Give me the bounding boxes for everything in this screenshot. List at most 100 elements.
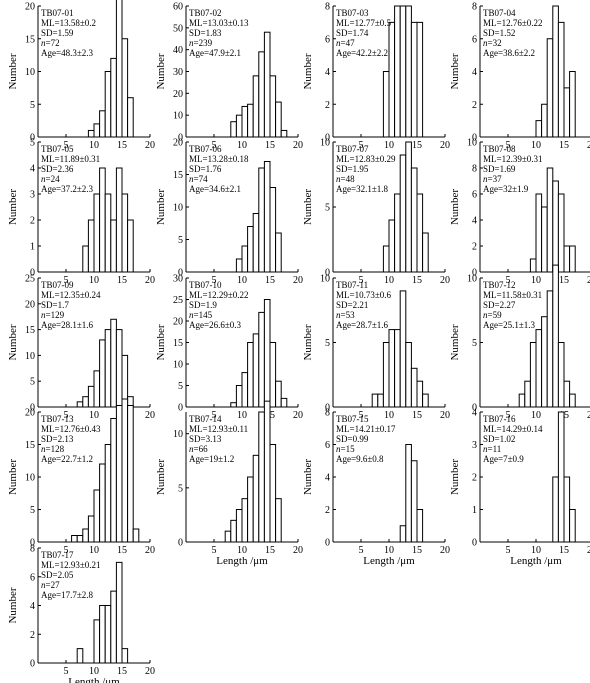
y-tick-label: 8 bbox=[325, 2, 330, 13]
x-tick-label: 10 bbox=[89, 545, 99, 556]
y-axis-label: Number bbox=[155, 324, 167, 360]
y-axis-label: Number bbox=[7, 324, 19, 360]
y-tick-label: 10 bbox=[25, 473, 35, 484]
histogram-panel-tb07-17: 0 2 4 6 8 5 10 15 20 Number Length /μm TB07-17ML=12… bbox=[7, 544, 155, 683]
histogram-bar bbox=[416, 21, 424, 138]
x-axis-label: Length /μm bbox=[510, 555, 562, 567]
histogram-bar bbox=[252, 213, 260, 273]
histogram-bar bbox=[76, 648, 84, 664]
histogram-bar bbox=[104, 605, 112, 664]
panel-stat: SD=1.76 bbox=[189, 164, 222, 174]
histogram-bar bbox=[99, 605, 106, 664]
y-axis-label: Number bbox=[302, 324, 314, 360]
histogram-bar bbox=[132, 528, 140, 543]
histogram-bar bbox=[546, 167, 554, 273]
panel-stat: Age=26.6±0.3 bbox=[189, 320, 242, 330]
y-tick-label: 2 bbox=[325, 100, 330, 111]
panel-stat: SD=1.52 bbox=[483, 28, 515, 38]
histogram-panel-tb07-10: 0 5 10 15 20 25 30 5 10 15 20 Number TB07-10ML=12.29… bbox=[155, 274, 303, 422]
panel-title: TB07-02 bbox=[189, 8, 222, 18]
panel-stat: Age=7±0.9 bbox=[483, 454, 524, 464]
y-tick-label: 60 bbox=[173, 2, 183, 13]
histogram-bar bbox=[104, 193, 112, 273]
y-tick-label: 10 bbox=[173, 203, 183, 214]
histogram-bar bbox=[422, 232, 429, 273]
panel-stat: n=32 bbox=[483, 38, 502, 48]
y-tick-label: 0 bbox=[178, 403, 183, 414]
panel-stat: Age=37.2±2.3 bbox=[41, 184, 94, 194]
x-tick-label: 5 bbox=[359, 140, 364, 151]
histogram-bar bbox=[258, 311, 265, 408]
panel-stat: n=129 bbox=[41, 310, 65, 320]
panel-stat: Age=38.6±2.2 bbox=[483, 48, 535, 58]
y-tick-label: 15 bbox=[25, 440, 35, 451]
x-tick-label: 20 bbox=[440, 275, 450, 286]
histogram-bar bbox=[99, 339, 106, 408]
histogram-bar bbox=[377, 393, 384, 408]
histogram-bar bbox=[399, 5, 407, 138]
histogram-bar bbox=[382, 342, 390, 408]
histogram-bar bbox=[405, 342, 412, 408]
y-tick-label: 0 bbox=[472, 538, 477, 549]
x-tick-label: 10 bbox=[531, 140, 541, 151]
y-tick-label: 50 bbox=[173, 23, 183, 34]
histogram-bar bbox=[388, 21, 396, 138]
histogram-bar bbox=[110, 418, 117, 543]
panel-title: TB07-07 bbox=[336, 144, 369, 154]
x-tick-label: 20 bbox=[293, 410, 303, 421]
y-tick-label: 5 bbox=[30, 100, 35, 111]
histogram-bar bbox=[110, 219, 117, 273]
histogram-bar bbox=[535, 120, 543, 138]
histogram-bar bbox=[104, 444, 112, 543]
histogram-bar bbox=[410, 21, 418, 138]
y-axis-label: Number bbox=[449, 324, 461, 360]
x-tick-label: 10 bbox=[237, 140, 247, 151]
histogram-bar bbox=[115, 405, 123, 543]
x-tick-label: 15 bbox=[265, 140, 275, 151]
x-tick-label: 15 bbox=[412, 275, 422, 286]
y-tick-label: 0 bbox=[325, 403, 330, 414]
x-tick-label: 15 bbox=[117, 140, 127, 151]
panel-stat: Age=32±1.9 bbox=[483, 184, 529, 194]
panel-stat: SD=2.36 bbox=[41, 164, 74, 174]
x-tick-label: 20 bbox=[145, 545, 155, 556]
panel-stat: SD=1.59 bbox=[41, 28, 74, 38]
histogram-bar bbox=[247, 342, 254, 408]
panel-stat: n=24 bbox=[41, 174, 60, 184]
histogram-bar bbox=[563, 380, 571, 408]
x-tick-label: 15 bbox=[412, 140, 422, 151]
histogram-bar bbox=[280, 397, 288, 408]
histogram-bar bbox=[535, 329, 543, 408]
y-tick-label: 25 bbox=[25, 274, 35, 285]
panel-stat: ML=12.93±0.11 bbox=[189, 424, 248, 434]
histogram-panel-tb07-12: 0 5 10 5 10 15 20 Number TB07-12ML=11.58±0.31SD=… bbox=[449, 264, 590, 421]
panel-stat: SD=2.21 bbox=[336, 300, 368, 310]
histogram-panel-tb07-04: 0 2 4 6 8 5 10 15 20 Number TB07-04ML=12.76±0.22SD… bbox=[449, 2, 590, 151]
y-tick-label: 20 bbox=[173, 89, 183, 100]
panel-stat: Age=9.6±0.8 bbox=[336, 454, 384, 464]
y-axis-label: Number bbox=[302, 189, 314, 225]
y-tick-label: 10 bbox=[320, 274, 330, 285]
histogram-bar bbox=[115, 561, 123, 664]
histogram-bar bbox=[247, 476, 254, 543]
panel-title: TB07-15 bbox=[336, 414, 369, 424]
panel-stat: Age=28.7±1.6 bbox=[336, 320, 389, 330]
histogram-bar bbox=[235, 385, 243, 408]
panel-stat: SD=1.9 bbox=[189, 300, 217, 310]
x-tick-label: 5 bbox=[212, 545, 217, 556]
panel-stat: ML=12.76±0.22 bbox=[483, 18, 543, 28]
y-tick-label: 40 bbox=[173, 45, 183, 56]
panel-stat: ML=13.58±0.2 bbox=[41, 18, 96, 28]
y-axis-label: Number bbox=[449, 189, 461, 225]
panel-title: TB07-08 bbox=[483, 144, 516, 154]
histogram-bar bbox=[247, 226, 254, 273]
y-tick-label: 5 bbox=[472, 338, 477, 349]
y-tick-label: 4 bbox=[30, 601, 35, 612]
histogram-bar bbox=[399, 290, 407, 408]
histogram-bar bbox=[416, 193, 424, 273]
histogram-bar bbox=[569, 71, 576, 138]
panel-stat: n=27 bbox=[41, 580, 60, 590]
y-tick-label: 5 bbox=[325, 203, 330, 214]
histogram-bar bbox=[552, 5, 559, 138]
y-tick-label: 8 bbox=[325, 408, 330, 419]
